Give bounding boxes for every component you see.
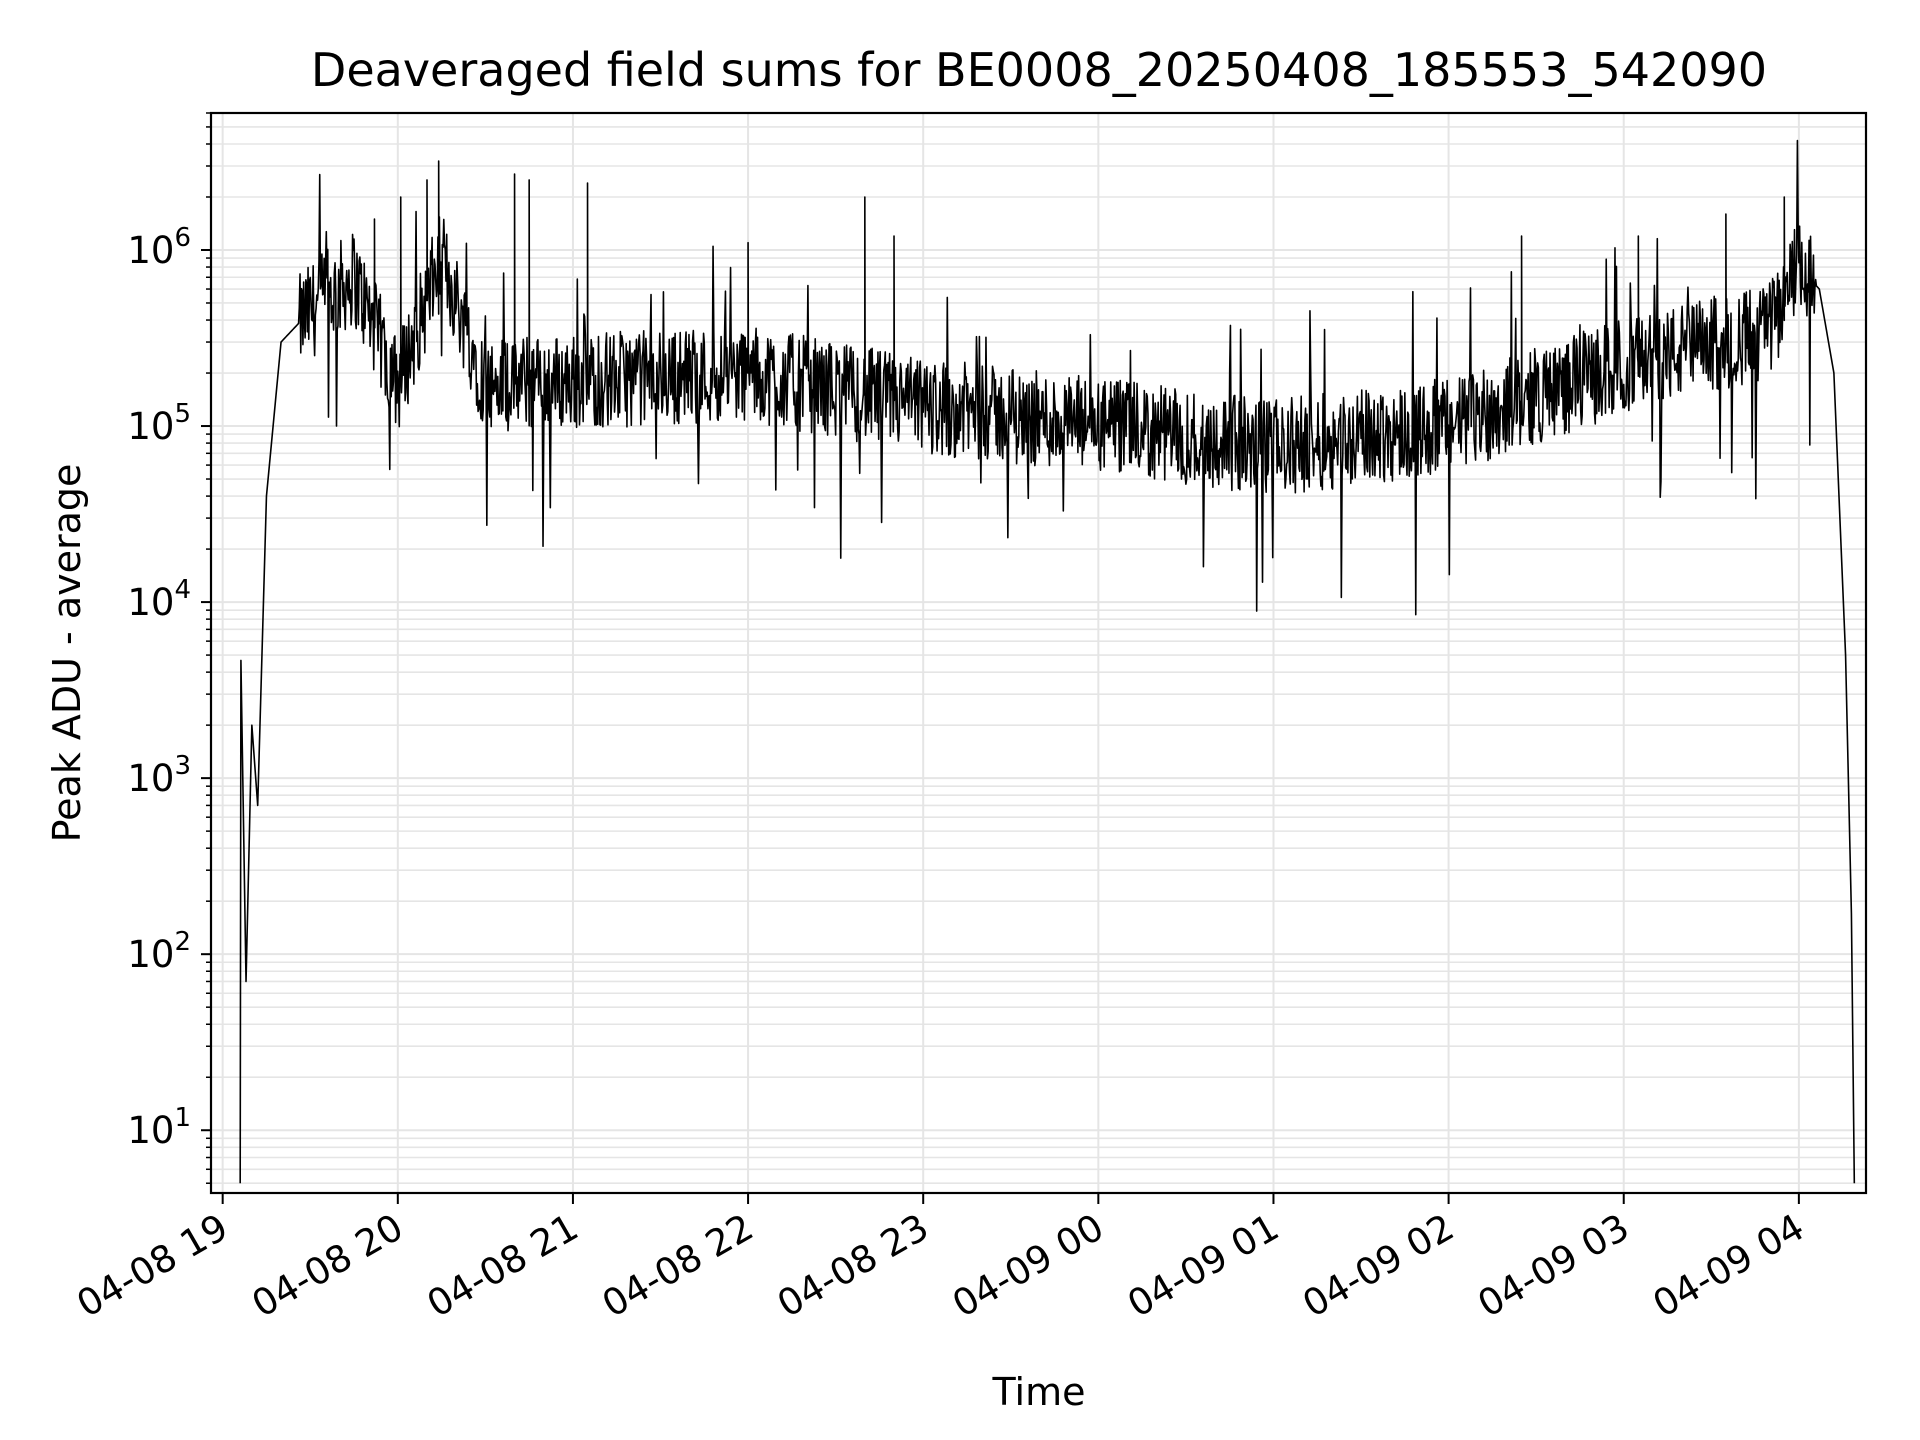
x-tick-label: 04-08 23 xyxy=(770,1206,936,1326)
x-axis-label: Time xyxy=(992,1370,1086,1414)
y-tick-label: 104 xyxy=(127,575,191,624)
x-axis: 04-08 19 04-08 20 04-08 21 04-08 22 04-08 23… xyxy=(70,1193,1812,1326)
x-tick-label: 04-08 21 xyxy=(420,1206,586,1326)
x-tick-label: 04-09 04 xyxy=(1646,1206,1812,1326)
plot-frame xyxy=(209,111,1868,1195)
y-tick-label: 105 xyxy=(127,399,191,448)
y-tick-label: 103 xyxy=(127,751,191,800)
chart-title: Deaveraged field sums for BE0008_2025040… xyxy=(311,43,1767,97)
y-tick-label: 101 xyxy=(127,1103,191,1152)
y-tick-label: 102 xyxy=(127,927,191,976)
y-axis-label: Peak ADU - average xyxy=(45,464,89,843)
x-tick-label: 04-08 19 xyxy=(70,1206,236,1326)
series-layer xyxy=(239,139,1856,1184)
x-tick-label: 04-09 03 xyxy=(1471,1206,1637,1326)
y-axis: 101 102 103 104 105 106 xyxy=(127,112,211,1184)
x-tick-label: 04-09 01 xyxy=(1120,1206,1286,1326)
x-tick-label: 04-09 00 xyxy=(945,1206,1111,1326)
grid-layer xyxy=(211,112,1866,1193)
x-tick-label: 04-08 20 xyxy=(245,1206,411,1326)
series-line xyxy=(239,139,1856,1184)
x-tick-label: 04-08 22 xyxy=(595,1206,761,1326)
x-tick-label: 04-09 02 xyxy=(1296,1206,1462,1326)
y-tick-label: 106 xyxy=(127,223,191,272)
